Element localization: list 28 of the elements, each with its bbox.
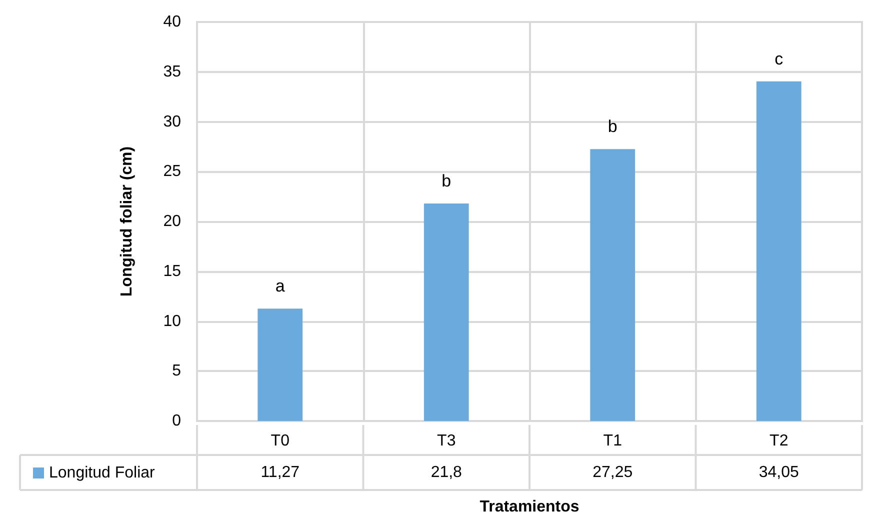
y-tick-label: 35 bbox=[163, 63, 182, 80]
bar bbox=[424, 204, 469, 421]
y-tick-label: 20 bbox=[163, 213, 182, 230]
legend-label: Longitud Foliar bbox=[49, 464, 156, 482]
annotation: b bbox=[442, 172, 452, 191]
bar bbox=[756, 81, 802, 421]
y-tick-label: 40 bbox=[163, 14, 182, 30]
data-label: 27,25 bbox=[592, 464, 633, 481]
y-tick-label: 5 bbox=[172, 362, 182, 380]
data-label: 34,05 bbox=[758, 464, 799, 481]
y-tick-label: 30 bbox=[163, 113, 182, 130]
annotation: b bbox=[608, 117, 618, 136]
y-tick-label: 10 bbox=[163, 312, 182, 330]
y-tick-label: 0 bbox=[172, 412, 182, 430]
data-label: 21,8 bbox=[430, 464, 462, 481]
annotation: a bbox=[275, 276, 286, 296]
x-tick-label: T3 bbox=[437, 432, 456, 450]
x-tick-label: T1 bbox=[603, 432, 622, 450]
x-tick-label: T2 bbox=[770, 432, 788, 450]
y-tick-label: 25 bbox=[163, 163, 182, 180]
data-label: 11,27 bbox=[260, 464, 300, 481]
x-axis-title: Tratamientos bbox=[480, 498, 580, 516]
annotation: c bbox=[774, 49, 784, 68]
y-axis-title: Longitud foliar (cm) bbox=[118, 146, 136, 297]
y-tick-label: 15 bbox=[163, 262, 182, 280]
bar bbox=[258, 308, 303, 421]
x-tick-label: T0 bbox=[270, 432, 290, 450]
bar bbox=[590, 149, 636, 421]
